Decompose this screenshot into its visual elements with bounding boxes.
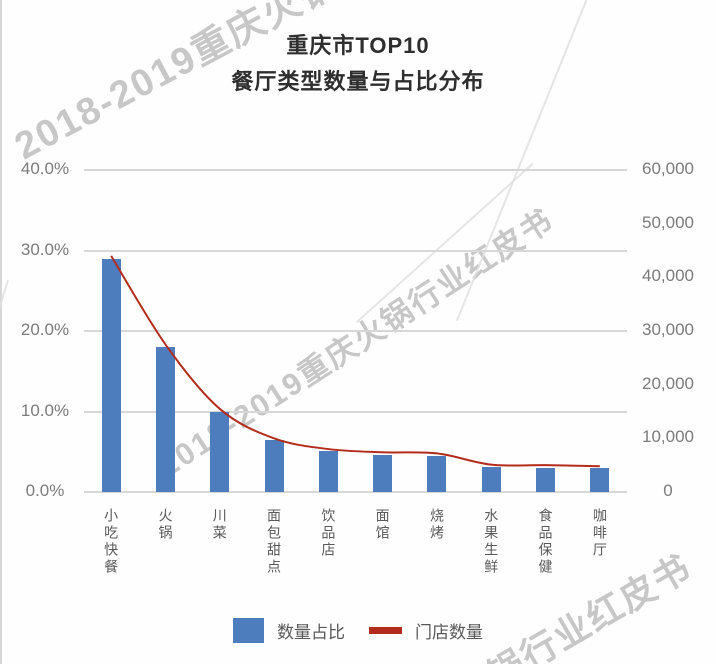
right-axis-tick-label: 40,000 [642, 266, 694, 286]
left-axis-tick-label: 20.0% [20, 320, 70, 339]
category-label-火锅: 火锅 [157, 508, 174, 542]
category-label-川菜: 川菜 [211, 508, 228, 542]
bar-咖啡厅 [590, 467, 610, 492]
right-axis-tick-label: 60,000 [642, 159, 694, 178]
bar-川菜 [210, 411, 230, 492]
legend: 数量占比 门店数量 [0, 618, 716, 643]
left-axis-tick-label: 40.0% [20, 159, 70, 178]
legend-line-swatch-icon [369, 627, 402, 634]
bar-面馆 [373, 454, 393, 492]
right-axis-tick-label: 50,000 [642, 212, 694, 232]
bar-水果生鲜 [481, 467, 501, 492]
gridline [84, 330, 627, 332]
right-axis-tick-label: 30,000 [642, 320, 694, 339]
bar-小吃快餐 [101, 258, 121, 492]
category-label-烧烤: 烧烤 [428, 508, 445, 542]
category-label-饮品店: 饮品店 [320, 508, 337, 559]
chart-title: 重庆市TOP10 餐厅类型数量与占比分布 [0, 28, 716, 100]
legend-item-bar-series: 数量占比 [233, 618, 345, 643]
plot-area [84, 169, 627, 493]
category-label-小吃快餐: 小吃快餐 [103, 508, 120, 576]
category-label-水果生鲜: 水果生鲜 [483, 508, 500, 576]
gridline [84, 249, 627, 252]
line-series [110, 255, 600, 468]
gridline [84, 491, 627, 493]
category-label-面馆: 面馆 [374, 508, 391, 542]
legend-item-line-series: 门店数量 [369, 618, 483, 643]
left-axis-tick-label: 0.0% [25, 481, 65, 500]
category-axis: 小吃快餐 火锅 川菜 面包甜点 饮品店 面馆 烧烤 水果生鲜 食品保健 咖啡厅 [84, 508, 627, 618]
right-axis-count: 60,000 50,000 40,000 30,000 20,000 10,000 0 [629, 159, 707, 500]
left-axis-tick-label: 10.0% [20, 400, 70, 420]
bar-烧烤 [427, 455, 447, 492]
category-label-面包甜点: 面包甜点 [266, 508, 283, 576]
gridline [84, 169, 627, 171]
chart-title-line2: 餐厅类型数量与占比分布 [231, 69, 485, 94]
legend-line-label: 门店数量 [415, 623, 483, 642]
page-edge-line [0, 0, 2, 664]
right-axis-tick-label: 0 [663, 481, 673, 500]
right-axis-tick-label: 20,000 [642, 373, 694, 393]
right-axis-tick-label: 10,000 [642, 427, 694, 447]
bar-饮品店 [318, 450, 338, 492]
category-label-咖啡厅: 咖啡厅 [591, 508, 608, 559]
bar-火锅 [155, 347, 175, 492]
line-path [110, 255, 600, 468]
bar-面包甜点 [264, 439, 284, 492]
chart-title-line1: 重庆市TOP10 [286, 33, 430, 58]
left-axis-tick-label: 30.0% [20, 239, 70, 259]
category-label-食品保健: 食品保健 [537, 508, 554, 576]
legend-bar-swatch-icon [233, 618, 264, 643]
bar-食品保健 [536, 467, 556, 492]
left-axis-percent: 40.0% 30.0% 20.0% 10.0% 0.0% [6, 159, 84, 500]
gridline [84, 410, 627, 413]
legend-bar-label: 数量占比 [277, 623, 345, 642]
